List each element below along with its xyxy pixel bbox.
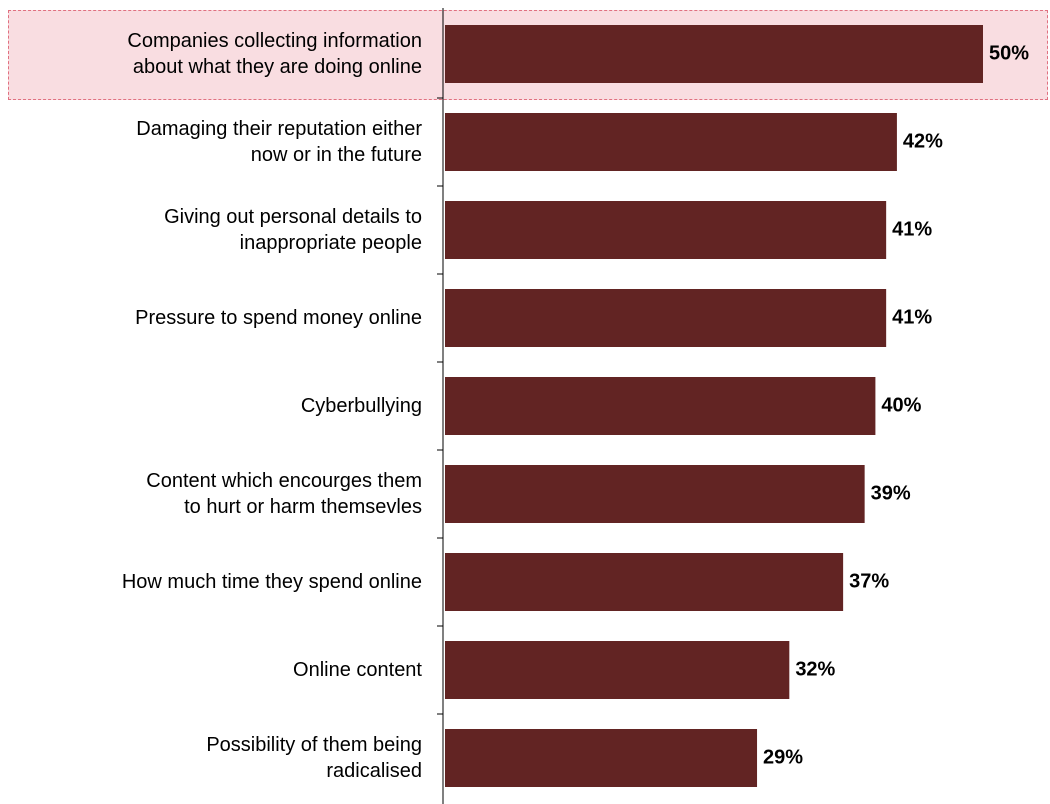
bar (445, 553, 844, 611)
value-label: 29% (763, 746, 804, 769)
category-label: Pressure to spend money online (135, 307, 422, 329)
category-label: Companies collecting information about w… (127, 30, 422, 78)
category-label: Content which encourges them to hurt or … (146, 470, 422, 518)
value-label: 42% (902, 130, 943, 153)
bar (445, 289, 887, 347)
bar (445, 729, 758, 787)
bar (445, 465, 865, 523)
value-label: 39% (870, 482, 911, 505)
value-label: 32% (795, 658, 836, 681)
category-label: Possibility of them being radicalised (206, 734, 422, 782)
value-label: 41% (892, 306, 933, 329)
value-label: 50% (989, 42, 1030, 65)
category-label: How much time they spend online (121, 571, 422, 593)
category-label: Damaging their reputation either now or … (136, 118, 422, 166)
category-label: Giving out personal details to inappropr… (164, 206, 422, 254)
bar (445, 113, 897, 171)
bar (445, 641, 790, 699)
value-label: 37% (849, 570, 890, 593)
bar (445, 201, 887, 259)
bar (445, 377, 876, 435)
bar (445, 25, 983, 83)
value-label: 41% (892, 218, 933, 241)
value-label: 40% (881, 394, 922, 417)
category-label: Cyberbullying (300, 395, 422, 417)
category-label: Online content (293, 659, 422, 681)
